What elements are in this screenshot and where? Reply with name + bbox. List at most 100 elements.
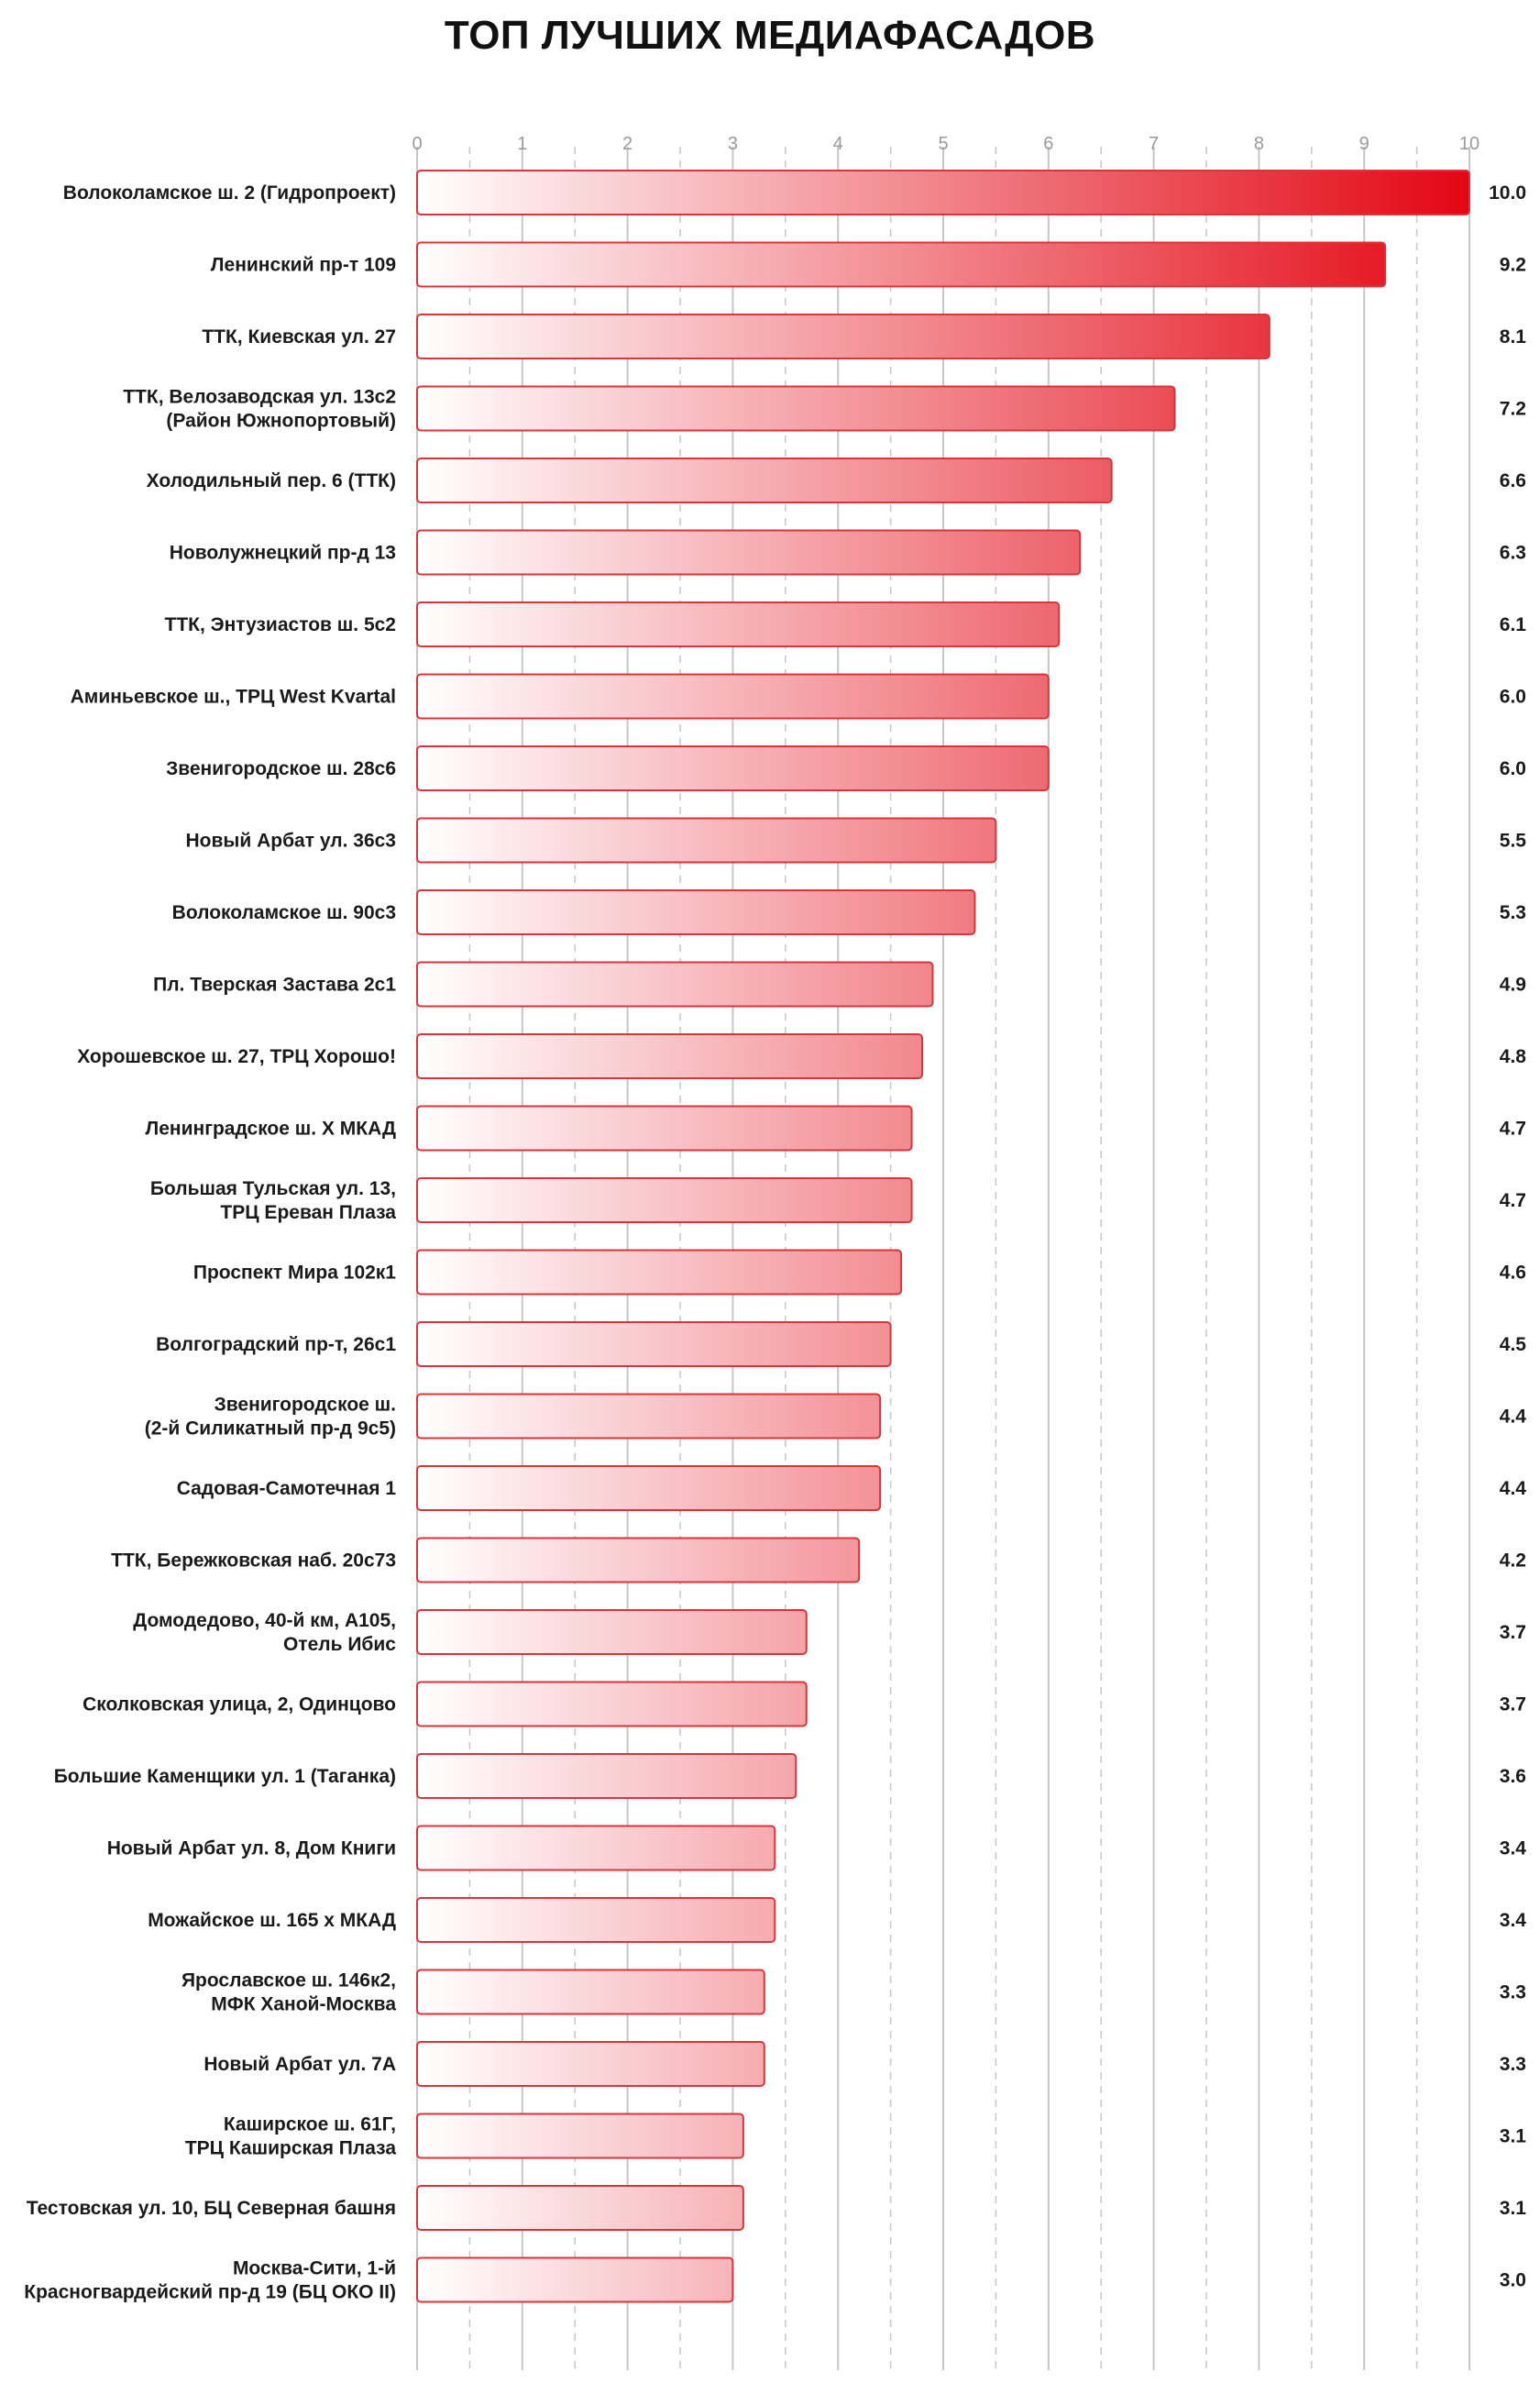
category-label: Москва-Сити, 1-й Красногвардейский пр-д 1… [24,2258,396,2303]
bar [416,961,934,1008]
value-label: 4.8 [1500,1046,1527,1067]
chart-title: ТОП ЛУЧШИХ МЕДИАФАСАДОВ [444,13,1096,58]
value-label: 3.6 [1500,1766,1526,1787]
value-label: 4.6 [1500,1263,1526,1284]
value-label: 3.4 [1500,1910,1527,1931]
value-label: 4.7 [1500,1119,1526,1140]
value-label: 4.9 [1500,975,1526,996]
value-label: 3.1 [1500,2126,1527,2147]
value-label: 3.3 [1500,1982,1526,2003]
bar [416,817,997,864]
value-label: 3.1 [1500,2198,1527,2219]
category-label: Ленинградское ш. Х МКАД [146,1119,397,1140]
bar [416,1537,861,1583]
value-labels: 10.0 9.2 8.1 7.2 6.6 6.3 6.1 6.0 6.0 5.5 5.3 4.9 4.8… [1489,182,1526,2291]
value-label: 6.3 [1500,543,1526,564]
bar [416,241,1387,288]
value-label: 3.4 [1500,1838,1527,1859]
category-label: Холодильный пер. 6 (ТТК) [147,470,396,491]
category-label: Звенигородское ш. 28с6 [166,758,396,779]
category-label: Хорошевское ш. 27, ТРЦ Хорошо! [77,1046,396,1067]
x-tick-label: 7 [1149,134,1159,154]
category-label: ТТК, Бережковская наб. 20с73 [111,1550,396,1572]
category-label: Волгоградский пр-т, 26с1 [156,1334,396,1355]
value-label: 3.7 [1500,1694,1526,1716]
bar [416,1609,808,1655]
value-label: 6.6 [1500,470,1526,491]
value-label: 5.5 [1500,831,1527,852]
value-label: 10.0 [1489,182,1526,204]
bar [416,385,1176,432]
category-label: Каширское ш. 61Г, ТРЦ Каширская Плаза [185,2114,396,2159]
x-tick-label: 10 [1459,134,1480,154]
bar [416,1897,776,1943]
bar [416,1753,798,1799]
bar [416,529,1082,576]
x-tick-label: 9 [1359,134,1370,154]
x-tick-label: 6 [1043,134,1053,154]
category-label: Аминьевское ш., ТРЦ West Kvartal [71,687,396,708]
bars [416,170,1470,2303]
value-label: 3.7 [1500,1622,1526,1643]
value-label: 4.4 [1500,1478,1527,1499]
category-labels: Волоколамское ш. 2 (Гидропроект) Ленински… [24,182,396,2303]
value-label: 4.4 [1500,1407,1527,1428]
category-label: Волоколамское ш. 90с3 [172,902,396,923]
value-label: 3.3 [1500,2054,1526,2075]
category-label: ТТК, Киевская ул. 27 [202,326,396,348]
bar [416,458,1113,503]
value-label: 4.5 [1500,1334,1527,1355]
category-label: Большие Каменщики ул. 1 (Таганка) [54,1766,396,1787]
x-tick-label: 4 [833,134,843,154]
value-label: 5.3 [1500,902,1526,923]
bar [416,1393,882,1440]
bar [416,2185,744,2231]
x-tick-label: 5 [938,134,948,154]
value-label: 6.0 [1500,758,1526,779]
x-axis-ticks: 0 1 2 3 4 5 6 7 8 9 10 [412,134,1480,154]
bar [416,2256,734,2303]
category-label: Большая Тульская ул. 13, ТРЦ Ереван Плаза [150,1178,396,1223]
bar [416,2041,765,2087]
category-label: Новый Арбат ул. 36с3 [186,831,396,852]
bar [416,1321,892,1367]
category-label: Тестовская ул. 10, БЦ Северная башня [27,2198,396,2219]
value-label: 9.2 [1500,255,1526,276]
category-label: ТТК, Энтузиастов ш. 5с2 [165,614,396,635]
x-tick-label: 0 [412,134,422,154]
value-label: 8.1 [1500,326,1527,348]
bar [416,1177,913,1223]
value-label: 6.1 [1500,614,1527,635]
bar [416,2113,744,2159]
bar [416,745,1050,791]
bar [416,1105,913,1152]
x-tick-label: 1 [517,134,527,154]
category-label: Волоколамское ш. 2 (Гидропроект) [63,182,396,204]
value-label: 3.0 [1500,2270,1526,2291]
value-label: 6.0 [1500,687,1526,708]
bar [416,1825,776,1871]
bar [416,1465,882,1511]
bar [416,1681,808,1727]
category-label: Новый Арбат ул. 8, Дом Книги [107,1838,396,1859]
category-label: Ярославское ш. 146к2, МФК Ханой-Москва [182,1970,396,2015]
category-label: Новолужнецкий пр-д 13 [170,543,396,564]
value-label: 4.2 [1500,1550,1526,1572]
category-label: Домодедово, 40-й км, А105, Отель Ибис [133,1610,396,1655]
x-tick-label: 3 [728,134,738,154]
category-label: Проспект Мира 102к1 [193,1263,396,1284]
category-label: Сколковская улица, 2, Одинцово [82,1694,396,1716]
category-label: Звенигородское ш. (2-й Силикатный пр-д 9с… [145,1395,396,1440]
bar [416,889,976,935]
x-tick-label: 8 [1254,134,1264,154]
value-label: 4.7 [1500,1190,1526,1211]
bar [416,1033,924,1079]
bar [416,314,1270,359]
category-label: Ленинский пр-т 109 [211,255,396,276]
category-label: Садовая-Самотечная 1 [177,1478,397,1499]
bar [416,601,1061,647]
x-tick-label: 2 [622,134,632,154]
bar [416,1969,765,2015]
category-label: Пл. Тверская Застава 2с1 [153,975,396,996]
